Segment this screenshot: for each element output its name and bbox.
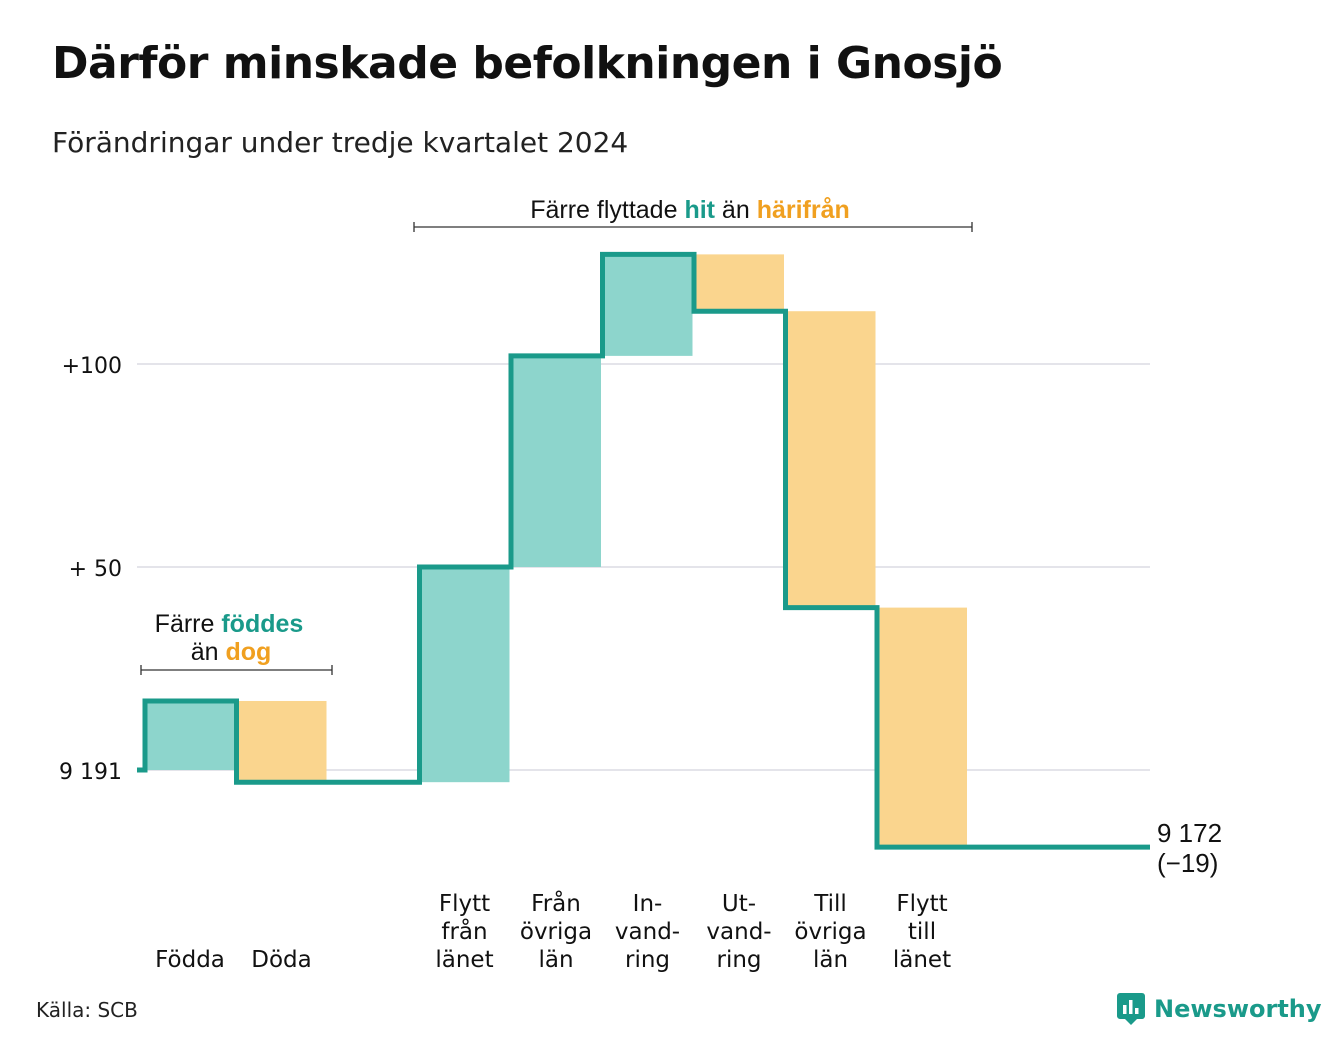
category-label: ring	[716, 947, 761, 973]
births-deaths-bracket	[140, 665, 333, 675]
category-label: län	[538, 947, 573, 973]
category-label: vand-	[706, 919, 771, 945]
category-label: länet	[893, 947, 951, 973]
category-label: övriga	[794, 919, 866, 945]
category-label: till	[908, 919, 936, 945]
annotation-migration-mid: än	[715, 196, 757, 224]
svg-text:än dog: än dog	[191, 638, 272, 666]
category-label: län	[813, 947, 848, 973]
y-axis-ticks: 9 191 + 50 +100	[59, 354, 122, 785]
brand-name: Newsworthy	[1154, 995, 1322, 1023]
category-label: Flytt	[896, 891, 947, 917]
category-label: Flytt	[439, 891, 490, 917]
source-note: Källa: SCB	[36, 998, 138, 1022]
category-label: Från	[531, 889, 581, 917]
bars	[145, 254, 967, 848]
category-label: Födda	[155, 947, 225, 973]
migration-bracket	[413, 222, 973, 232]
newsworthy-logo-icon	[1117, 993, 1145, 1025]
annotation-migration-out: härifrån	[757, 196, 850, 224]
annotation-migration-pre: Färre flyttade	[530, 196, 684, 224]
migration-annotation: Färre flyttade hit än härifrån	[413, 196, 973, 232]
category-label: ring	[625, 947, 670, 973]
cumulative-step-line	[137, 251, 1150, 850]
y-tick-label: 9 191	[59, 760, 122, 785]
category-label: vand-	[615, 919, 680, 945]
category-label: Döda	[251, 947, 311, 973]
annotation-migration-in: hit	[684, 196, 715, 224]
bar-increase	[145, 700, 235, 770]
svg-text:Färre föddes: Färre föddes	[155, 610, 304, 638]
category-label: övriga	[520, 919, 592, 945]
bar-increase	[419, 567, 510, 783]
bar-decrease	[877, 607, 967, 848]
category-label: länet	[435, 947, 493, 973]
category-label: In-	[633, 891, 663, 917]
bar-increase	[602, 254, 693, 356]
y-tick-label: + 50	[69, 557, 122, 582]
category-label: Till	[813, 891, 847, 917]
end-change-label: (−19)	[1157, 848, 1218, 878]
annotation-births-pre: Färre	[155, 610, 222, 638]
annotation-deaths-pre: än	[191, 638, 226, 666]
annotation-births-highlight: föddes	[221, 610, 303, 638]
end-value-label: 9 172	[1157, 818, 1222, 848]
bar-decrease	[694, 254, 784, 312]
bar-decrease	[785, 311, 876, 608]
bar-increase	[511, 355, 601, 567]
chart-title: Därför minskade befolkningen i Gnosjö	[52, 38, 1003, 89]
category-label: från	[441, 917, 487, 945]
category-label: Ut-	[722, 891, 756, 917]
chart-subtitle: Förändringar under tredje kvartalet 2024	[52, 126, 629, 159]
svg-text:Färre flyttade hit än härifrån: Färre flyttade hit än härifrån	[530, 196, 850, 224]
step-line	[137, 251, 1150, 850]
bar-decrease	[236, 700, 327, 783]
annotation-deaths-highlight: dog	[225, 638, 271, 666]
y-tick-label: +100	[62, 354, 122, 379]
category-labels: Födda DödaFlyttfrånlänetFrånövrigalänIn-v…	[155, 889, 951, 973]
brand-logo: Newsworthy	[1116, 992, 1322, 1026]
births-deaths-annotation: Färre föddes än dog	[140, 610, 333, 675]
